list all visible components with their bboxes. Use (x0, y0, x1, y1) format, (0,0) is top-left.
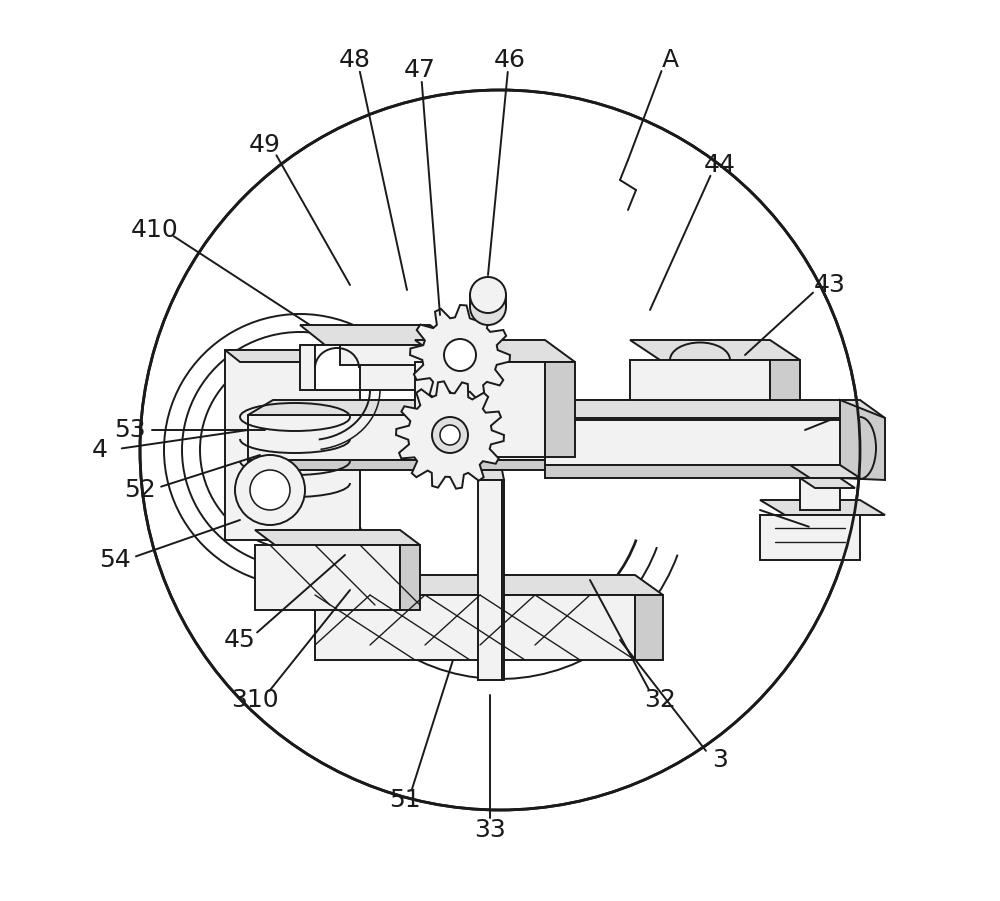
Polygon shape (315, 575, 663, 595)
Polygon shape (545, 362, 575, 457)
Circle shape (140, 90, 860, 810)
Text: 410: 410 (131, 218, 179, 242)
Polygon shape (415, 340, 575, 362)
Text: 4: 4 (92, 438, 108, 462)
Text: 44: 44 (704, 153, 736, 177)
Polygon shape (790, 465, 860, 478)
Polygon shape (415, 362, 545, 457)
Text: 49: 49 (249, 133, 281, 157)
Text: A: A (661, 48, 679, 72)
Text: 47: 47 (404, 58, 436, 82)
Polygon shape (545, 400, 885, 418)
Text: 46: 46 (494, 48, 526, 72)
Text: 32: 32 (644, 688, 676, 712)
Circle shape (470, 277, 506, 313)
Polygon shape (225, 350, 375, 362)
Polygon shape (315, 595, 635, 660)
Polygon shape (630, 360, 770, 400)
Circle shape (432, 417, 468, 453)
Polygon shape (840, 400, 885, 480)
Polygon shape (255, 530, 420, 545)
Text: 52: 52 (124, 478, 156, 502)
Polygon shape (545, 420, 860, 465)
Polygon shape (430, 345, 455, 390)
Polygon shape (248, 415, 760, 460)
Circle shape (470, 289, 506, 325)
Circle shape (440, 425, 460, 445)
Polygon shape (502, 480, 504, 680)
Polygon shape (800, 478, 840, 510)
Polygon shape (410, 305, 510, 405)
Text: 41: 41 (814, 518, 846, 542)
Text: 54: 54 (99, 548, 131, 572)
Text: 3: 3 (712, 748, 728, 772)
Text: 43: 43 (814, 273, 846, 297)
Polygon shape (300, 345, 430, 390)
Polygon shape (300, 325, 455, 345)
Text: 310: 310 (231, 688, 279, 712)
Polygon shape (478, 480, 502, 680)
Text: 53: 53 (114, 418, 146, 442)
Text: 45: 45 (224, 628, 256, 652)
Text: 42: 42 (839, 403, 871, 427)
Polygon shape (340, 345, 430, 365)
Text: 33: 33 (474, 818, 506, 842)
Polygon shape (315, 345, 360, 390)
Polygon shape (248, 460, 760, 470)
Text: 51: 51 (389, 788, 421, 812)
Polygon shape (800, 478, 855, 488)
Polygon shape (478, 470, 504, 480)
Polygon shape (255, 545, 400, 610)
Circle shape (444, 339, 476, 371)
Polygon shape (396, 381, 504, 488)
Polygon shape (545, 465, 860, 478)
Polygon shape (760, 515, 860, 560)
Polygon shape (770, 360, 800, 400)
Polygon shape (760, 500, 885, 515)
Polygon shape (225, 350, 360, 540)
Polygon shape (400, 545, 420, 610)
Polygon shape (630, 340, 800, 360)
Circle shape (250, 470, 290, 510)
Polygon shape (635, 595, 663, 660)
Text: 48: 48 (339, 48, 371, 72)
Circle shape (235, 455, 305, 525)
Polygon shape (248, 400, 785, 415)
